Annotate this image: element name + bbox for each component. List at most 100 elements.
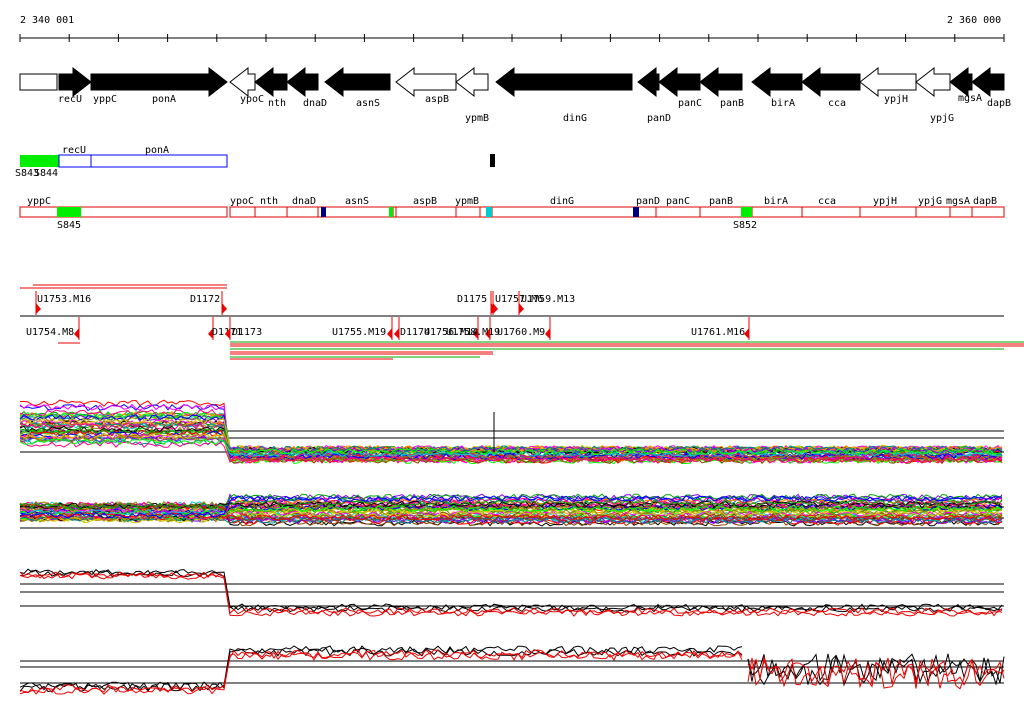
gene-mgsA[interactable] (949, 66, 973, 98)
transcript-marker[interactable] (485, 328, 490, 339)
operon-minus-dividers (254, 207, 973, 217)
transcript-marker[interactable] (519, 303, 524, 314)
gene-ypmB[interactable] (455, 66, 489, 98)
profile-trace (20, 500, 1003, 510)
transcript-marker[interactable] (208, 328, 213, 339)
profile-trace (19, 649, 743, 694)
gene-yppC[interactable] (19, 73, 58, 91)
profile-trace (19, 512, 1003, 522)
operon-minus-gene-cca: cca (818, 196, 836, 207)
operon-minus-labels: ypoC nth dnaD asnS aspB ypmB dinG panD panC panB b… (230, 196, 997, 207)
operon-minus-gene-birA: birA (764, 196, 788, 207)
operon-plus-gene-recU: recU (62, 145, 86, 156)
transcript-label-D1174: D1174 (400, 327, 430, 338)
profile-trace (747, 654, 1005, 687)
operon-minus-gene-dnaD: dnaD (292, 196, 316, 207)
gene-birA[interactable] (751, 66, 803, 98)
transcript-marker[interactable] (744, 328, 749, 339)
gene-dapB[interactable] (971, 66, 1005, 98)
profile-panel-3 (19, 568, 1004, 617)
gene-label-ypjG: ypjG (930, 113, 954, 124)
site-label-s845: S845 (57, 220, 81, 231)
transcript-label-U1755.M19: U1755.M19 (332, 327, 386, 338)
operon-minus-gene-nth: nth (260, 196, 278, 207)
transcript-marker[interactable] (394, 328, 399, 339)
gene-asnS[interactable] (324, 66, 391, 98)
gene-label-nth: nth (268, 98, 286, 109)
gene-label-asnS: asnS (356, 98, 380, 109)
profile-trace (19, 505, 1003, 518)
transcript-label-D1175: D1175 (457, 294, 487, 305)
transcript-marker[interactable] (36, 303, 41, 314)
profile-panels (19, 399, 1005, 695)
gene-panD[interactable] (637, 66, 660, 98)
gene-panC[interactable] (658, 66, 701, 98)
gene-label-panC: panC (678, 98, 702, 109)
profile-trace (19, 510, 1003, 524)
operon-plus-box[interactable] (58, 154, 228, 168)
profile-trace (19, 651, 743, 695)
site-block-s843[interactable] (20, 155, 59, 167)
profile-trace (19, 438, 1003, 456)
gene-label-panD: panD (647, 113, 671, 124)
transcript-track: U1753.M16 D1172 D1175 U1757.M6U1759.M13U175… (20, 284, 1024, 360)
gene-dinG[interactable] (495, 66, 633, 98)
axis-end-label: 2 360 000 (947, 15, 1001, 26)
gene-label-cca: cca (828, 98, 846, 109)
operon-minus-gene-mgsA: mgsA (946, 196, 970, 207)
operon-minus-gene-yppC: yppC (27, 196, 51, 207)
gene-cca[interactable] (801, 66, 861, 98)
coordinate-axis: 2 340 001 2 360 000 (19, 15, 1005, 42)
tiling-lines (230, 341, 1024, 360)
terminator-mark-2 (633, 207, 639, 217)
transcript-marker[interactable] (473, 328, 478, 339)
site-block-s845[interactable] (57, 207, 81, 217)
operon-minus-gene-asnS: asnS (345, 196, 369, 207)
operon-minus-gene-ypoC: ypoC (230, 196, 254, 207)
transcript-marker[interactable] (74, 328, 79, 339)
gene-ypoC[interactable] (229, 66, 256, 98)
profile-trace (19, 514, 1003, 525)
gene-ypjG[interactable] (915, 66, 951, 98)
gene-label-panB: panB (720, 98, 744, 109)
transcript-label-U1758.M19: U1758.M19 (446, 327, 500, 338)
gene-aspB[interactable] (395, 66, 457, 98)
profile-trace (19, 434, 1003, 463)
gene-label-yppC: yppC (93, 94, 117, 105)
transcript-marker[interactable] (545, 328, 550, 339)
transcript-markers: U1753.M16 D1172 D1175 U1757.M6U1759.M13U175… (26, 291, 750, 340)
profile-trace (19, 440, 1003, 464)
transcript-label-U1754.M8: U1754.M8 (26, 327, 74, 338)
profile-trace (19, 494, 1003, 519)
axis-ticks (19, 34, 1005, 42)
profile-trace (19, 429, 1003, 465)
gene-dnaD[interactable] (286, 66, 319, 98)
gene-nth[interactable] (254, 66, 288, 98)
operon-minus-box-left[interactable] (19, 206, 228, 218)
gene-panB[interactable] (699, 66, 743, 98)
transcript-marker[interactable] (493, 303, 498, 314)
gene-label-dapB: dapB (987, 98, 1011, 109)
profile-panel-4 (19, 645, 1005, 695)
transcript-marker[interactable] (387, 328, 392, 339)
gene-recU[interactable] (58, 66, 92, 98)
site-block-s852[interactable] (741, 207, 752, 217)
gene-ponA[interactable] (90, 66, 228, 98)
gene-label-aspB: aspB (425, 94, 449, 105)
gene-ypjH[interactable] (859, 66, 917, 98)
gene-label-dinG: dinG (563, 113, 587, 124)
transcript-label-U1761.M16: U1761.M16 (691, 327, 745, 338)
profile-trace (19, 572, 1003, 617)
operon-minus-box-right[interactable] (229, 206, 1005, 218)
gene-label-dnaD: dnaD (303, 98, 327, 109)
transcript-marker[interactable] (222, 303, 227, 314)
gene-label-ypjH: ypjH (884, 94, 908, 105)
gene-label-birA: birA (771, 98, 795, 109)
transcript-label-D1173: D1173 (232, 327, 262, 338)
gene-label-ypmB: ypmB (465, 113, 489, 124)
operon-minus-gene-ypjH: ypjH (873, 196, 897, 207)
transcript-label-U1759.M13: U1759.M13 (521, 294, 575, 305)
transcript-marker[interactable] (225, 328, 230, 339)
axis-start-label: 2 340 001 (20, 15, 74, 26)
